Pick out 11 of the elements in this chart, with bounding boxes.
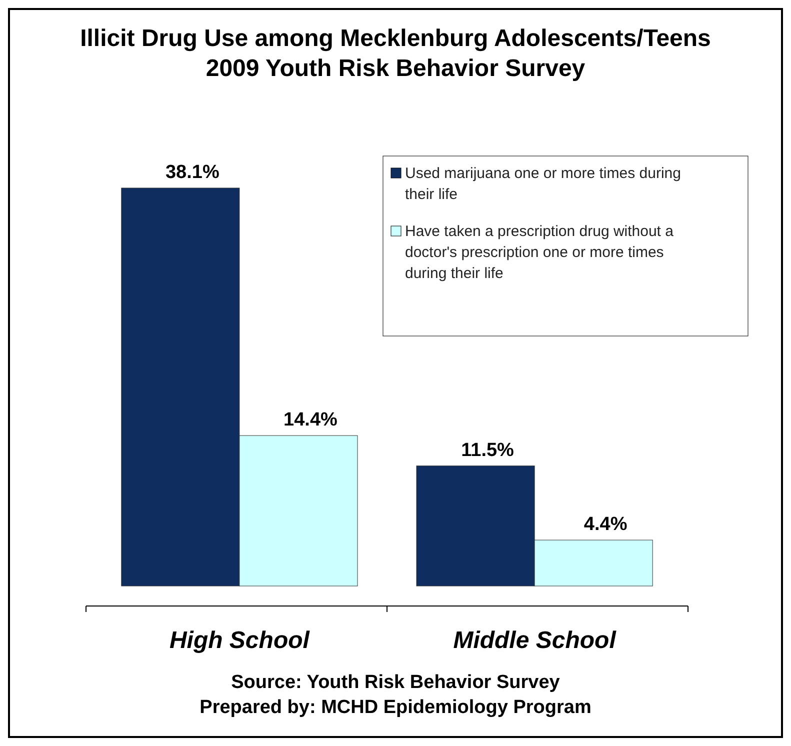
chart-title: Illicit Drug Use among Mecklenburg Adolescents/Teens 2009 Youth Risk Behavior Survey: [80, 25, 711, 82]
legend-label: Used marijuana one or more times during their life: [405, 165, 681, 203]
data-label: 14.4%: [284, 410, 338, 431]
x-tick-label: High School: [169, 627, 311, 654]
data-label: 11.5%: [461, 440, 514, 461]
x-tick-label: Middle School: [453, 627, 618, 654]
legend-label: Have taken a prescription drug without a doctor's prescription one or more times during their life: [405, 223, 674, 282]
data-label: 4.4%: [584, 514, 628, 536]
source-note: Source: Youth Risk Behavior Survey: [231, 672, 560, 693]
data-label: 38.1%: [165, 162, 220, 183]
text: Prepared by: MCHD Epidemiology Program: [200, 697, 592, 718]
